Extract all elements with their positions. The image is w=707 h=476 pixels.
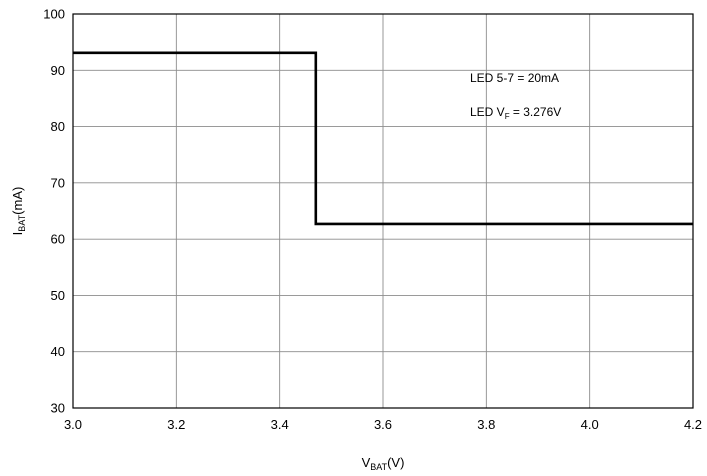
annotation-led-current: LED 5-7 = 20mA [470,71,559,85]
x-tick-labels: 3.0 3.2 3.4 3.6 3.8 4.0 4.2 [64,417,702,432]
x-axis-title-unit: (V) [387,455,404,470]
y-tick-label: 90 [51,63,65,78]
x-tick-label: 3.4 [271,417,289,432]
x-tick-label: 3.2 [167,417,185,432]
y-tick-label: 100 [43,7,65,22]
y-tick-label: 70 [51,175,65,190]
y-axis-title-sub: BAT [17,214,27,231]
y-tick-label: 60 [51,232,65,247]
x-axis-title: VBAT(V) [362,455,405,472]
x-axis-title-sub: BAT [370,462,387,472]
annotation-led-vf-sub: F [505,112,510,121]
series-layer [73,51,693,226]
annotation-led-vf: LED VF = 3.276V [470,105,561,121]
y-tick-label: 30 [51,401,65,416]
x-tick-label: 4.0 [581,417,599,432]
x-tick-label: 3.8 [477,417,495,432]
annotation-led-vf-tail: = 3.276V [510,105,562,119]
grid-lines [73,14,693,408]
x-tick-label: 4.2 [684,417,702,432]
annotation-led-vf-main: LED V [470,105,505,119]
plot-frame [72,13,694,409]
y-tick-label: 50 [51,288,65,303]
y-tick-label: 40 [51,344,65,359]
y-axis-title: IBAT(mA) [10,187,27,236]
annotation-led-current-text: LED 5-7 = 20mA [470,71,559,85]
series-line [73,51,693,226]
x-tick-label: 3.6 [374,417,392,432]
y-tick-label: 80 [51,119,65,134]
y-tick-labels: 30 40 50 60 70 80 90 100 [43,7,65,416]
y-axis-title-unit: (mA) [10,187,25,215]
y-axis-title-main: I [10,232,25,236]
x-tick-label: 3.0 [64,417,82,432]
x-axis-title-main: V [362,455,371,470]
